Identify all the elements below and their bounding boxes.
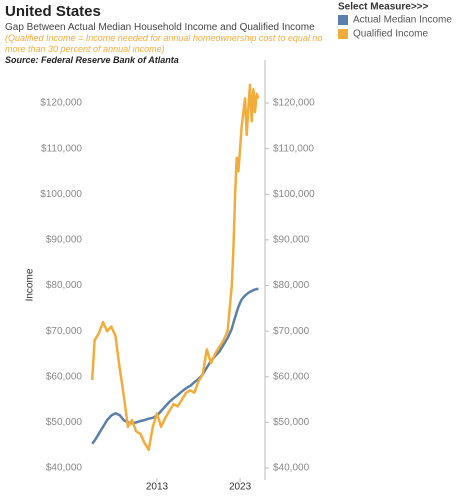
- y2-tick-label: $40,000: [273, 463, 310, 474]
- y-tick-label: $60,000: [46, 371, 83, 382]
- y2-tick-label: $90,000: [273, 235, 310, 246]
- legend-swatch: [338, 29, 348, 39]
- y-tick-label: $50,000: [46, 417, 83, 428]
- x-tick-label: 2013: [146, 482, 169, 493]
- y2-tick-label: $50,000: [273, 417, 310, 428]
- y2-tick-label: $120,000: [273, 98, 315, 109]
- legend-label: Qualified Income: [353, 29, 428, 40]
- legend-title: Select Measure>>>: [338, 2, 428, 13]
- y-tick-label: $80,000: [46, 280, 83, 291]
- y2-tick-label: $100,000: [273, 189, 315, 200]
- chart-title: United States: [5, 3, 101, 20]
- header: United States Gap Between Actual Median …: [5, 3, 340, 65]
- y-tick-label: $40,000: [46, 463, 83, 474]
- y2-tick-label: $80,000: [273, 280, 310, 291]
- series-line: [91, 287, 259, 445]
- legend-label: Actual Median Income: [353, 15, 452, 26]
- y-tick-label: $90,000: [46, 235, 83, 246]
- chart-note: (Qualified Income = Income needed for an…: [5, 33, 323, 54]
- y2-tick-label: $70,000: [273, 326, 310, 337]
- legend-swatch: [338, 15, 348, 25]
- x-tick-label: 2023: [229, 482, 252, 493]
- y-tick-label: $120,000: [40, 98, 82, 109]
- y-tick-label: $100,000: [40, 189, 82, 200]
- chart-subtitle: Gap Between Actual Median Household Inco…: [5, 22, 315, 33]
- y2-tick-label: $60,000: [273, 371, 310, 382]
- y2-tick-label: $110,000: [273, 143, 314, 154]
- chart-source: Source: Federal Reserve Bank of Atlanta: [5, 55, 179, 65]
- y-tick-label: $110,000: [41, 143, 82, 154]
- y-tick-label: $70,000: [46, 326, 83, 337]
- y-axis-label: Income: [25, 268, 36, 301]
- series-line: [90, 83, 260, 452]
